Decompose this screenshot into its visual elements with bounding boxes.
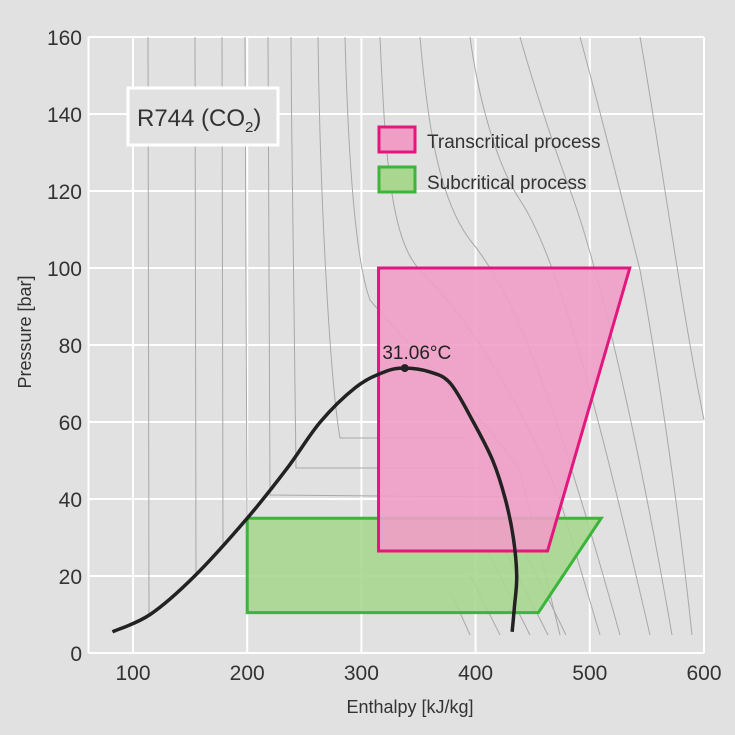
y-axis-label: Pressure [bar] xyxy=(15,275,35,388)
legend-swatch-subcritical xyxy=(377,165,417,194)
legend: Transcritical process Subcritical proces… xyxy=(377,125,601,194)
x-tick-label: 100 xyxy=(115,662,150,685)
y-tick-label: 120 xyxy=(47,181,82,204)
x-tick-label: 300 xyxy=(344,662,379,685)
isotherm-line xyxy=(579,36,693,636)
y-tick-label: 60 xyxy=(59,412,82,435)
svg-text:Transcritical process: Transcritical process xyxy=(427,132,601,153)
x-tick-label: 600 xyxy=(686,662,721,685)
legend-item-transcritical: Transcritical process xyxy=(377,125,601,154)
y-tick-label: 20 xyxy=(59,566,82,589)
x-axis-label: Enthalpy [kJ/kg] xyxy=(346,697,473,717)
isotherm-line xyxy=(519,36,673,636)
transcritical-process-area xyxy=(377,266,632,553)
x-tick-label: 400 xyxy=(458,662,493,685)
legend-item-subcritical: Subcritical process xyxy=(377,165,586,194)
critical-point: 31.06°C xyxy=(382,343,451,373)
y-tick-label: 40 xyxy=(59,489,82,512)
svg-text:R744 (CO2): R744 (CO2) xyxy=(137,105,261,136)
y-tick-label: 100 xyxy=(47,258,82,281)
critical-point-marker xyxy=(400,364,409,373)
y-tick-label: 160 xyxy=(47,27,82,50)
y-tick-label: 0 xyxy=(70,643,82,666)
y-tick-label: 140 xyxy=(47,104,82,127)
svg-text:31.06°C: 31.06°C xyxy=(382,343,451,364)
title-subscript: 2 xyxy=(245,119,253,136)
svg-text:Subcritical process: Subcritical process xyxy=(427,173,586,194)
isotherm-line xyxy=(317,36,462,439)
saturation-curve xyxy=(111,366,519,634)
saturation-curve-line xyxy=(111,366,519,634)
isotherm-line xyxy=(419,36,621,636)
x-tick-label: 200 xyxy=(230,662,265,685)
isotherm-line xyxy=(469,36,651,636)
y-tick-label: 80 xyxy=(59,335,82,358)
x-tick-label: 500 xyxy=(572,662,607,685)
legend-swatch-transcritical xyxy=(377,125,417,154)
title-end: ) xyxy=(253,105,261,132)
title-main: R744 (CO xyxy=(137,105,245,132)
title-box: R744 (CO2) xyxy=(126,86,280,147)
isotherm-line xyxy=(639,36,705,421)
tick-labels: 0 20 40 60 80 100 120 140 160 100 200 300 400 500 600 xyxy=(47,27,722,685)
